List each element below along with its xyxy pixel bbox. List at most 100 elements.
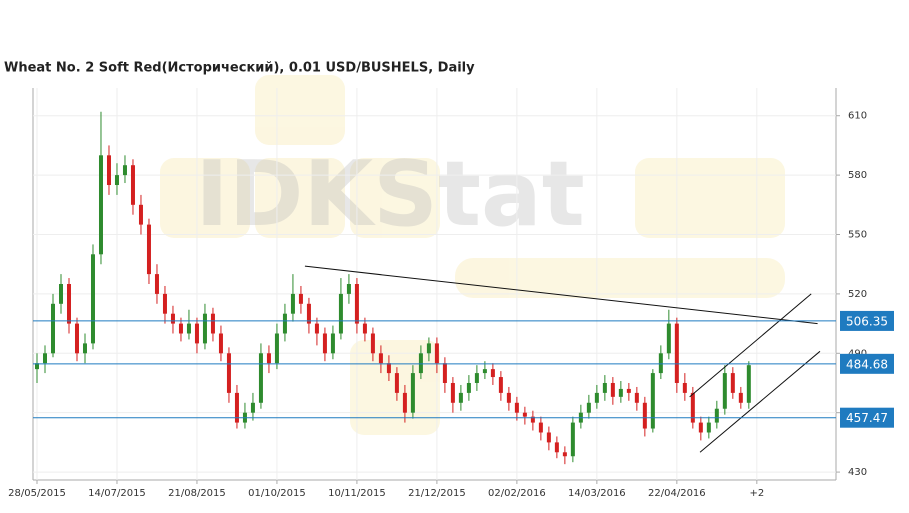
candle-body bbox=[698, 422, 703, 433]
candle-body bbox=[354, 284, 359, 324]
candle-body bbox=[106, 155, 111, 186]
candle-body bbox=[154, 274, 159, 294]
y-tick-label: 520 bbox=[848, 289, 867, 300]
y-tick-label: 580 bbox=[848, 170, 867, 181]
x-tick-label: 10/11/2015 bbox=[328, 488, 386, 499]
candle-body bbox=[394, 373, 399, 393]
level-label-box bbox=[840, 407, 894, 428]
y-tick-label: 490 bbox=[848, 348, 867, 359]
trend-line bbox=[304, 265, 818, 325]
candle-body bbox=[346, 284, 351, 294]
candle-body bbox=[562, 452, 567, 457]
x-tick-label: 01/10/2015 bbox=[248, 488, 306, 499]
x-tick-label: 28/05/2015 bbox=[8, 488, 66, 499]
candle-body bbox=[714, 408, 719, 423]
candle-body bbox=[226, 353, 231, 393]
candle-body bbox=[546, 432, 551, 443]
candle-body bbox=[362, 323, 367, 334]
candle-body bbox=[658, 353, 663, 374]
candle-body bbox=[282, 313, 287, 334]
candle-body bbox=[74, 323, 79, 354]
candle-body bbox=[506, 392, 511, 403]
candle-body bbox=[738, 392, 743, 403]
candle-body bbox=[162, 293, 167, 314]
x-tick-label: 22/04/2016 bbox=[648, 488, 706, 499]
candle-body bbox=[442, 363, 447, 383]
candle-body bbox=[570, 422, 575, 457]
candle-body bbox=[554, 442, 559, 453]
candle-body bbox=[458, 392, 463, 403]
candle-body bbox=[250, 402, 255, 413]
candle-body bbox=[722, 373, 727, 409]
candle-body bbox=[370, 333, 375, 354]
candle-body bbox=[610, 382, 615, 397]
chart-title: Wheat No. 2 Soft Red(Исторический), 0.01… bbox=[4, 61, 475, 76]
candle-body bbox=[330, 333, 335, 354]
candle-body bbox=[82, 343, 87, 354]
candle-body bbox=[258, 353, 263, 403]
candle-body bbox=[434, 343, 439, 364]
candle-body bbox=[34, 363, 39, 370]
candle-body bbox=[474, 373, 479, 383]
candle-body bbox=[202, 313, 207, 344]
candle-body bbox=[114, 175, 119, 186]
x-tick-label: +2 bbox=[749, 488, 764, 499]
candle-body bbox=[322, 333, 327, 354]
y-tick-label: 550 bbox=[848, 230, 867, 241]
candle-body bbox=[450, 382, 455, 403]
candle-body bbox=[466, 382, 471, 393]
candle-body bbox=[378, 353, 383, 364]
candle-body bbox=[674, 323, 679, 383]
candle-body bbox=[418, 353, 423, 374]
candle-body bbox=[402, 392, 407, 413]
candle-body bbox=[338, 293, 343, 334]
level-label: 457.47 bbox=[846, 411, 888, 425]
candle-body bbox=[618, 388, 623, 397]
candle-body bbox=[746, 365, 751, 403]
candle-body bbox=[90, 254, 95, 344]
level-label-box bbox=[840, 353, 894, 374]
logo-block bbox=[255, 158, 345, 238]
level-label: 484.68 bbox=[846, 357, 888, 371]
candle-body bbox=[594, 392, 599, 403]
candle-body bbox=[482, 369, 487, 374]
candle-body bbox=[426, 343, 431, 354]
x-tick-label: 02/02/2016 bbox=[488, 488, 546, 499]
candle-body bbox=[58, 284, 63, 304]
candle-body bbox=[266, 353, 271, 364]
y-tick-label: 610 bbox=[848, 111, 867, 122]
candle-body bbox=[602, 382, 607, 393]
x-tick-label: 14/07/2015 bbox=[88, 488, 146, 499]
candle-body bbox=[538, 422, 543, 433]
candle-body bbox=[690, 392, 695, 423]
candle-body bbox=[650, 373, 655, 429]
candle-body bbox=[490, 369, 495, 378]
candle-body bbox=[170, 313, 175, 324]
candle-body bbox=[522, 412, 527, 417]
candle-body bbox=[186, 323, 191, 334]
trend-line bbox=[699, 350, 821, 453]
candle-body bbox=[66, 284, 71, 324]
candle-body bbox=[642, 402, 647, 429]
candle-body bbox=[306, 303, 311, 324]
trend-line bbox=[689, 293, 812, 398]
candle-body bbox=[98, 155, 103, 255]
candle-body bbox=[706, 422, 711, 433]
candle-body bbox=[682, 382, 687, 393]
logo-block bbox=[455, 258, 785, 298]
candle-body bbox=[50, 303, 55, 354]
candle-body bbox=[210, 313, 215, 334]
logo-block bbox=[635, 158, 785, 238]
watermark-shapes bbox=[160, 75, 785, 435]
level-label-box bbox=[840, 310, 894, 331]
candle-body bbox=[586, 402, 591, 413]
candle-body bbox=[666, 323, 671, 354]
candle-body bbox=[634, 392, 639, 403]
candle-body bbox=[514, 402, 519, 413]
candle-body bbox=[218, 333, 223, 354]
candle-body bbox=[298, 293, 303, 304]
logo-block bbox=[160, 158, 250, 238]
logo-block bbox=[350, 158, 440, 238]
